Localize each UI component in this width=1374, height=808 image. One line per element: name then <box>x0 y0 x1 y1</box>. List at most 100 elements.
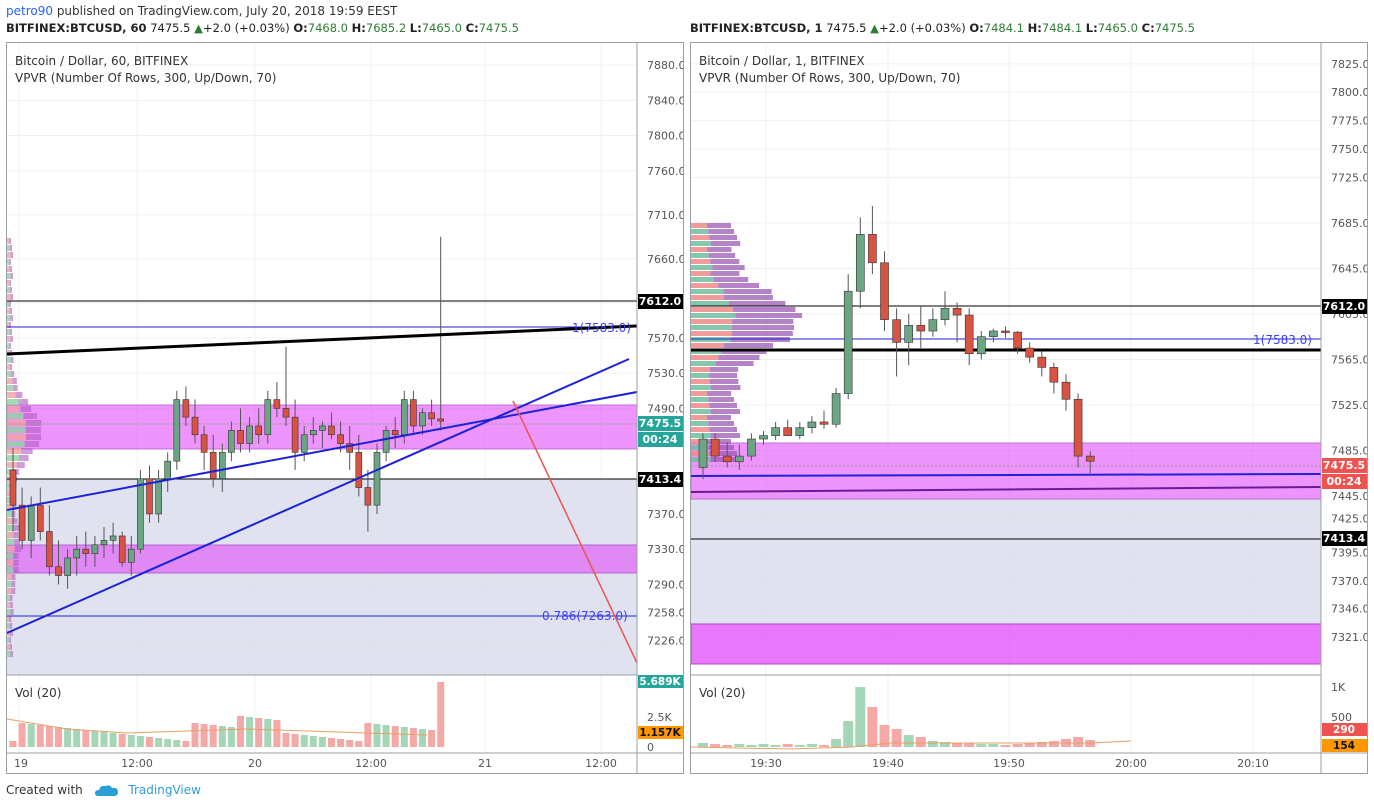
candle-body <box>319 425 326 431</box>
profile-bar <box>691 379 710 384</box>
volume-bar <box>64 728 72 747</box>
volume-bar <box>182 741 190 747</box>
candle-body <box>382 430 390 453</box>
publish-line: petro90 published on TradingView.com, Ju… <box>6 4 397 18</box>
blue-trendline-lower[interactable] <box>7 358 630 634</box>
volume-bar <box>782 744 793 747</box>
candle-body <box>146 478 153 515</box>
profile-bar <box>7 329 10 335</box>
candle-body <box>892 319 901 343</box>
candle-body <box>940 307 950 320</box>
profile-bar <box>7 301 10 307</box>
price-tick: 7645.0 <box>1331 262 1367 275</box>
time-tick: 19:40 <box>872 757 904 770</box>
profile-bar <box>710 433 740 438</box>
candle-body <box>783 427 792 436</box>
right-chart-pane[interactable]: 1(7583.0) 7825.0 7800.0 7775.0 7750.0 7725.0… <box>690 42 1368 774</box>
profile-bar <box>691 277 714 282</box>
candle-body <box>1001 330 1010 333</box>
price-label-7612: 7612.0 <box>639 295 682 308</box>
time-axis: 19 12:00 20 12:00 21 12:00 <box>14 757 617 770</box>
profile-bar <box>7 644 10 650</box>
volume-bar <box>318 737 326 747</box>
candle-body <box>843 290 853 394</box>
volume-bar <box>82 730 90 747</box>
volume-bar <box>337 739 345 747</box>
profile-bar <box>718 283 760 288</box>
countdown-label: 00:24 <box>642 433 677 446</box>
candle-body <box>100 540 108 546</box>
profile-bar <box>708 229 735 234</box>
candles <box>9 236 445 589</box>
tradingview-brand[interactable]: TradingView <box>128 783 201 797</box>
profile-bar <box>691 397 709 402</box>
chart-title: Bitcoin / Dollar, 60, BITFINEX <box>15 54 188 68</box>
profile-bar <box>15 392 23 398</box>
left-symbol: BITFINEX:BTCUSD, 60 <box>6 21 147 35</box>
left-open: 7468.0 <box>307 21 348 35</box>
time-tick: 19:50 <box>993 757 1025 770</box>
profile-bar <box>7 343 10 349</box>
candle-body <box>400 399 408 436</box>
right-l-label: L: <box>1085 21 1098 35</box>
volume-bar <box>309 736 317 747</box>
volume-bar <box>173 740 181 747</box>
price-tick: 7425.0 <box>1331 513 1367 526</box>
vol-label-a: 290 <box>1333 724 1355 736</box>
candle-body <box>807 421 817 428</box>
profile-bar <box>12 518 18 524</box>
red-projection-line[interactable] <box>512 400 638 664</box>
candle-body <box>191 416 199 436</box>
profile-bar <box>709 427 737 432</box>
time-tick: 19:30 <box>750 757 782 770</box>
price-tick: 7290.0 <box>647 578 683 591</box>
vol-label: Vol (20) <box>699 686 745 700</box>
profile-bar <box>7 259 10 265</box>
profile-bar <box>7 266 10 272</box>
profile-bar <box>9 364 13 370</box>
candle-body <box>1013 331 1022 349</box>
candle-body <box>264 399 272 436</box>
publisher-link[interactable]: petro90 <box>6 4 53 18</box>
candle-body <box>771 427 780 436</box>
profile-bar <box>18 455 29 461</box>
left-chart-pane[interactable]: 1(7583.0) 0.786(7263.0) 7880.0 7840.0 7800… <box>6 42 684 774</box>
price-tick: 7800.0 <box>647 130 683 143</box>
black-trendline[interactable] <box>7 324 638 356</box>
candle-body <box>795 427 805 436</box>
time-tick: 12:00 <box>121 757 153 770</box>
profile-bar <box>691 223 708 228</box>
profile-bar <box>11 588 16 594</box>
right-chart[interactable]: 1(7583.0) 7825.0 7800.0 7775.0 7750.0 7725.0… <box>691 43 1367 773</box>
volume-bar <box>437 682 445 747</box>
candle-body <box>82 548 90 554</box>
left-chart[interactable]: 1(7583.0) 0.786(7263.0) 7880.0 7840.0 7800… <box>7 43 683 773</box>
profile-bar <box>9 644 13 650</box>
purple-trendline[interactable] <box>691 486 1322 493</box>
candle-body <box>710 438 720 457</box>
price-tick: 7725.0 <box>1331 172 1367 185</box>
profile-bar <box>9 322 12 328</box>
right-high: 7484.1 <box>1041 21 1083 35</box>
profile-bar <box>709 379 739 384</box>
profile-bar <box>7 560 14 566</box>
volume-bar <box>855 687 866 747</box>
profile-bar <box>691 295 724 300</box>
profile-bar <box>7 504 13 510</box>
profile-bar <box>7 462 17 468</box>
blue-trendline-upper[interactable] <box>7 391 638 511</box>
profile-bar <box>12 378 17 384</box>
profile-bar <box>7 567 14 573</box>
profile-bar <box>25 434 42 440</box>
label-bg <box>1322 458 1367 473</box>
profile-bar <box>7 287 10 293</box>
right-open: 7484.1 <box>983 21 1024 35</box>
profile-bar <box>709 373 738 378</box>
volume-bar <box>758 744 769 747</box>
candle-body <box>64 557 71 576</box>
profile-bar <box>7 546 15 552</box>
blue-trendline-upper[interactable] <box>691 473 1322 477</box>
profile-bar <box>732 307 796 312</box>
fib-label-top: 1(7583.0) <box>1253 333 1312 347</box>
volume-bar <box>91 731 99 747</box>
